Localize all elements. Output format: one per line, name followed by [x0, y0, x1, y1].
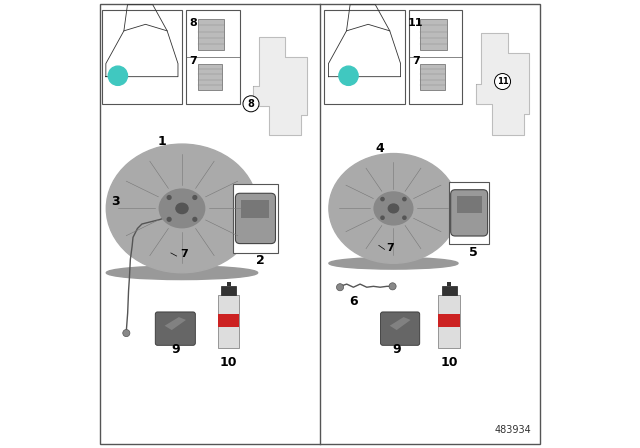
- Bar: [409, 10, 463, 104]
- Circle shape: [167, 217, 171, 221]
- Text: 7: 7: [412, 56, 420, 66]
- Bar: [447, 282, 451, 286]
- Bar: [218, 295, 239, 348]
- Text: 1: 1: [157, 135, 166, 148]
- Bar: [218, 314, 239, 327]
- Bar: [442, 286, 456, 295]
- Bar: [221, 286, 236, 295]
- Bar: [102, 10, 182, 104]
- Circle shape: [495, 73, 511, 90]
- Bar: [241, 200, 269, 219]
- Polygon shape: [476, 33, 529, 135]
- FancyBboxPatch shape: [381, 312, 420, 345]
- Bar: [227, 282, 231, 286]
- Circle shape: [381, 198, 384, 201]
- Circle shape: [403, 216, 406, 220]
- Ellipse shape: [374, 192, 413, 225]
- Text: 483934: 483934: [495, 426, 531, 435]
- Text: 11: 11: [497, 77, 508, 86]
- Polygon shape: [164, 317, 186, 330]
- Ellipse shape: [329, 154, 458, 263]
- FancyBboxPatch shape: [236, 193, 275, 244]
- Text: 8: 8: [248, 99, 255, 109]
- Text: 5: 5: [469, 246, 478, 259]
- Text: 10: 10: [220, 357, 237, 370]
- Circle shape: [389, 283, 396, 290]
- Circle shape: [381, 216, 384, 220]
- Text: 7: 7: [189, 56, 197, 66]
- Circle shape: [108, 66, 127, 86]
- Bar: [198, 19, 224, 50]
- Ellipse shape: [106, 144, 258, 273]
- Text: 11: 11: [408, 18, 424, 28]
- Ellipse shape: [388, 204, 399, 213]
- Polygon shape: [390, 317, 410, 330]
- Text: 8: 8: [189, 18, 197, 28]
- Text: 2: 2: [255, 254, 264, 267]
- Bar: [233, 184, 278, 253]
- Polygon shape: [253, 37, 307, 135]
- Text: 7: 7: [386, 243, 394, 253]
- Circle shape: [167, 196, 171, 199]
- Circle shape: [123, 330, 130, 336]
- Bar: [420, 19, 447, 50]
- FancyBboxPatch shape: [451, 190, 488, 236]
- Text: 6: 6: [349, 295, 358, 308]
- Bar: [186, 10, 240, 104]
- Ellipse shape: [176, 203, 188, 214]
- Bar: [324, 10, 404, 104]
- Bar: [449, 182, 489, 244]
- Ellipse shape: [329, 258, 458, 269]
- FancyBboxPatch shape: [156, 312, 195, 345]
- Circle shape: [193, 217, 196, 221]
- Circle shape: [337, 284, 344, 291]
- Ellipse shape: [159, 189, 205, 228]
- Text: 7: 7: [180, 250, 188, 259]
- Circle shape: [243, 96, 259, 112]
- Bar: [198, 64, 222, 90]
- Text: 9: 9: [393, 343, 401, 356]
- Ellipse shape: [106, 266, 258, 280]
- Text: 3: 3: [111, 195, 120, 208]
- Circle shape: [403, 198, 406, 201]
- Bar: [420, 64, 445, 90]
- Text: 4: 4: [376, 142, 385, 155]
- Circle shape: [193, 196, 196, 199]
- Text: 9: 9: [171, 343, 180, 356]
- Circle shape: [339, 66, 358, 86]
- Bar: [456, 196, 482, 213]
- Bar: [438, 314, 460, 327]
- Text: 10: 10: [440, 357, 458, 370]
- Bar: [438, 295, 460, 348]
